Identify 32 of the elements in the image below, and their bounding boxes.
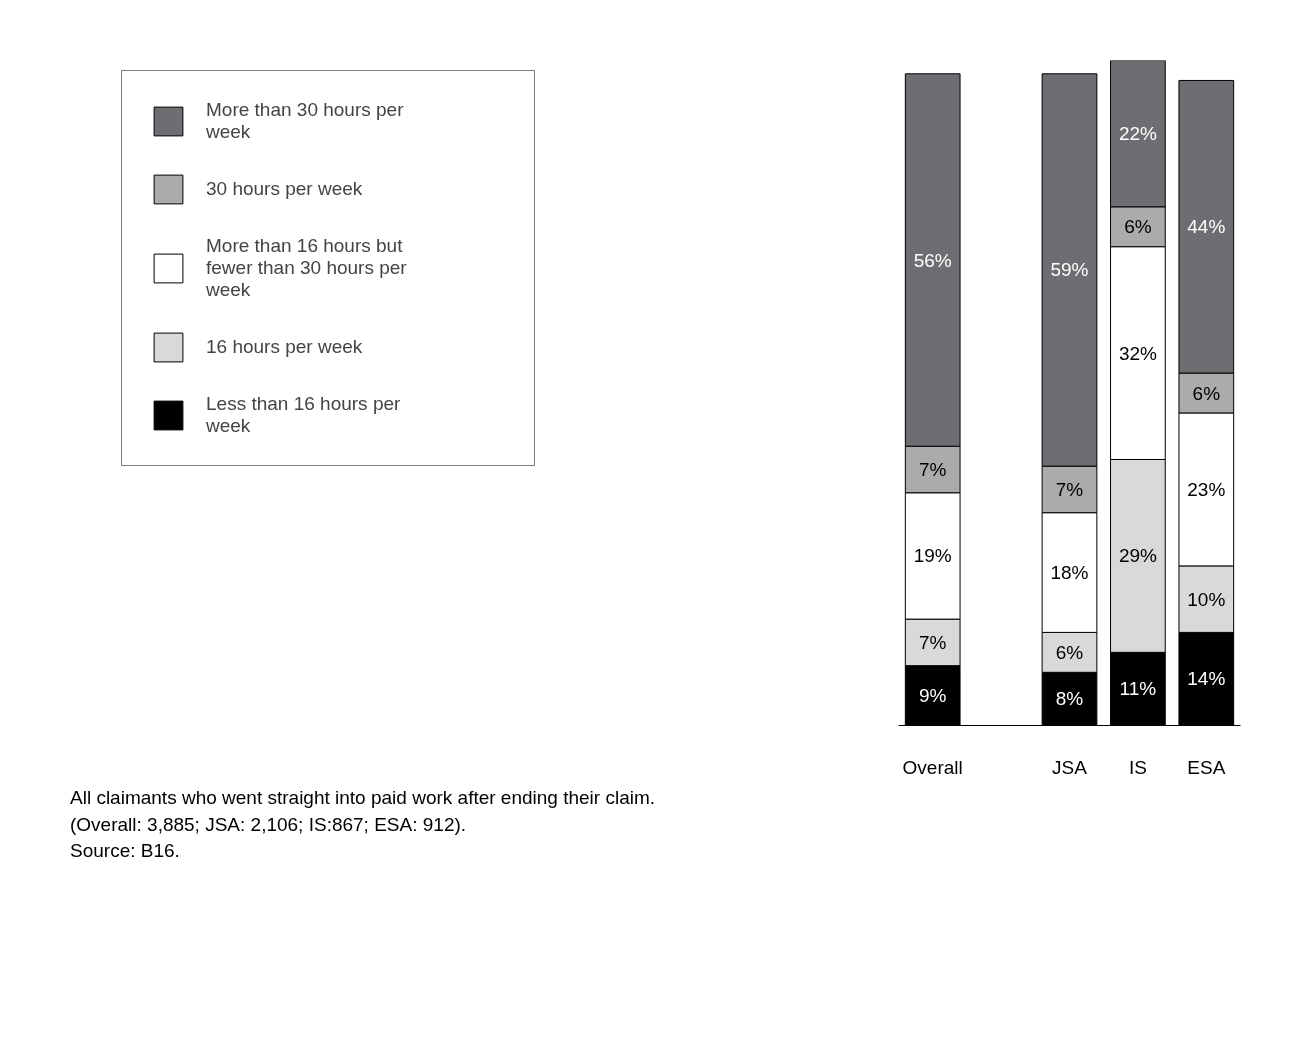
legend-label: 30 hours per week xyxy=(206,178,364,200)
data-label: 18% xyxy=(1050,562,1089,584)
data-label: 59% xyxy=(1050,259,1089,281)
data-label: 10% xyxy=(1187,588,1226,610)
data-label: 32% xyxy=(1118,342,1158,364)
data-label: 23% xyxy=(1187,478,1226,500)
data-label: 14% xyxy=(1187,668,1226,690)
data-label: 11% xyxy=(1119,678,1157,700)
source-note: Source: B16. xyxy=(70,840,180,862)
x-tick-label: ESA xyxy=(1187,756,1226,778)
legend-label: More than 30 hours per week xyxy=(206,99,405,143)
data-label: 56% xyxy=(913,249,952,271)
data-label: 29% xyxy=(1118,545,1158,567)
text: All claimants who went straight into paid work after ending their claim. xyxy=(70,787,656,808)
x-tick-label: IS xyxy=(1128,756,1147,778)
data-label: 22% xyxy=(1118,123,1158,145)
data-label: 7% xyxy=(1055,478,1084,500)
data-label: 19% xyxy=(913,545,952,567)
data-label: 9% xyxy=(918,685,947,707)
legend-label: More than 16 hours but fewer than 30 hours per week xyxy=(206,235,408,301)
data-label: 7% xyxy=(918,458,947,480)
x-tick-label: JSA xyxy=(1052,756,1088,778)
data-label: 44% xyxy=(1187,216,1226,238)
legend-label: 16 hours per week xyxy=(206,336,364,358)
text: (Overall: 3,885; JSA: 2,106; IS:867; ESA: 912). xyxy=(70,813,467,835)
data-label: 6% xyxy=(1192,382,1221,404)
legend-label: Less than 16 hours per week xyxy=(206,393,402,437)
x-tick-label: Overall xyxy=(902,756,963,778)
data-label: 6% xyxy=(1055,641,1084,663)
data-label: 6% xyxy=(1124,216,1152,238)
data-label: 7% xyxy=(918,631,947,653)
data-label: 8% xyxy=(1055,688,1084,710)
